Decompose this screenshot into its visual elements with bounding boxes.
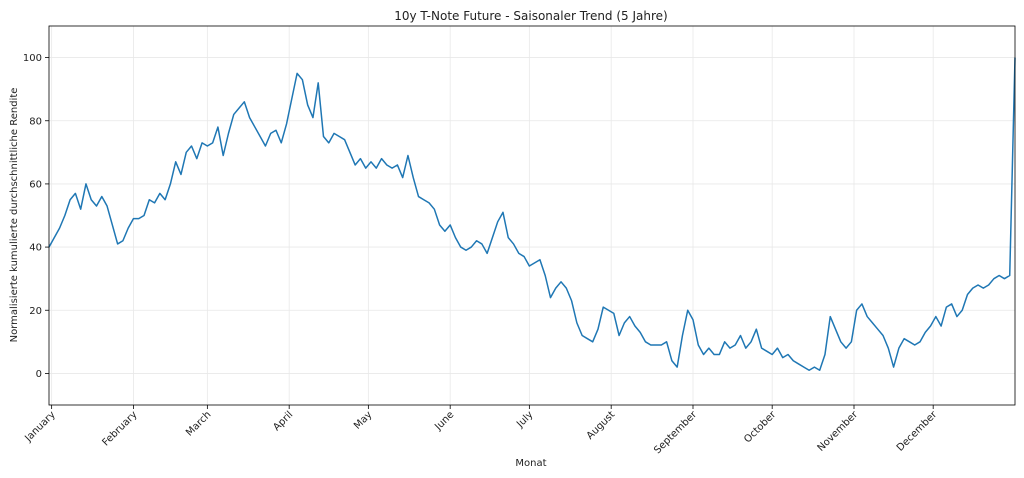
x-tick-label-january: January bbox=[22, 409, 57, 444]
x-axis: January February March April May June July Augu… bbox=[22, 405, 940, 456]
y-tick-label: 40 bbox=[29, 243, 42, 254]
x-tick-label-february: February bbox=[100, 409, 139, 448]
y-tick-label: 0 bbox=[36, 369, 42, 380]
y-axis-label: Normalisierte kumulierte durchschnittlic… bbox=[9, 88, 20, 343]
x-tick-label-october: October bbox=[742, 409, 779, 446]
plot-frame bbox=[48, 25, 1016, 406]
x-tick-label-september: September bbox=[652, 409, 699, 456]
y-tick-label: 80 bbox=[29, 116, 42, 127]
x-tick-label-august: August bbox=[585, 409, 618, 442]
y-tick-label: 60 bbox=[29, 179, 42, 190]
y-tick-label: 20 bbox=[29, 306, 42, 317]
x-tick-label-december: December bbox=[895, 409, 940, 454]
x-tick-label-april: April bbox=[271, 409, 295, 433]
x-tick-label-july: July bbox=[514, 409, 535, 430]
x-tick-label-november: November bbox=[816, 409, 861, 454]
series-line-0 bbox=[48, 57, 1016, 372]
x-tick-label-march: March bbox=[184, 409, 213, 438]
x-axis-label: Monat bbox=[515, 458, 546, 469]
y-axis: 0 20 40 60 80 100 bbox=[23, 53, 49, 380]
x-tick-label-may: May bbox=[352, 409, 374, 431]
y-tick-label: 100 bbox=[23, 53, 42, 64]
x-tick-label-june: June bbox=[432, 409, 456, 433]
series-group bbox=[48, 57, 1016, 372]
grid-lines bbox=[49, 26, 1015, 405]
chart-title: 10y T-Note Future - Saisonaler Trend (5 … bbox=[394, 9, 667, 23]
